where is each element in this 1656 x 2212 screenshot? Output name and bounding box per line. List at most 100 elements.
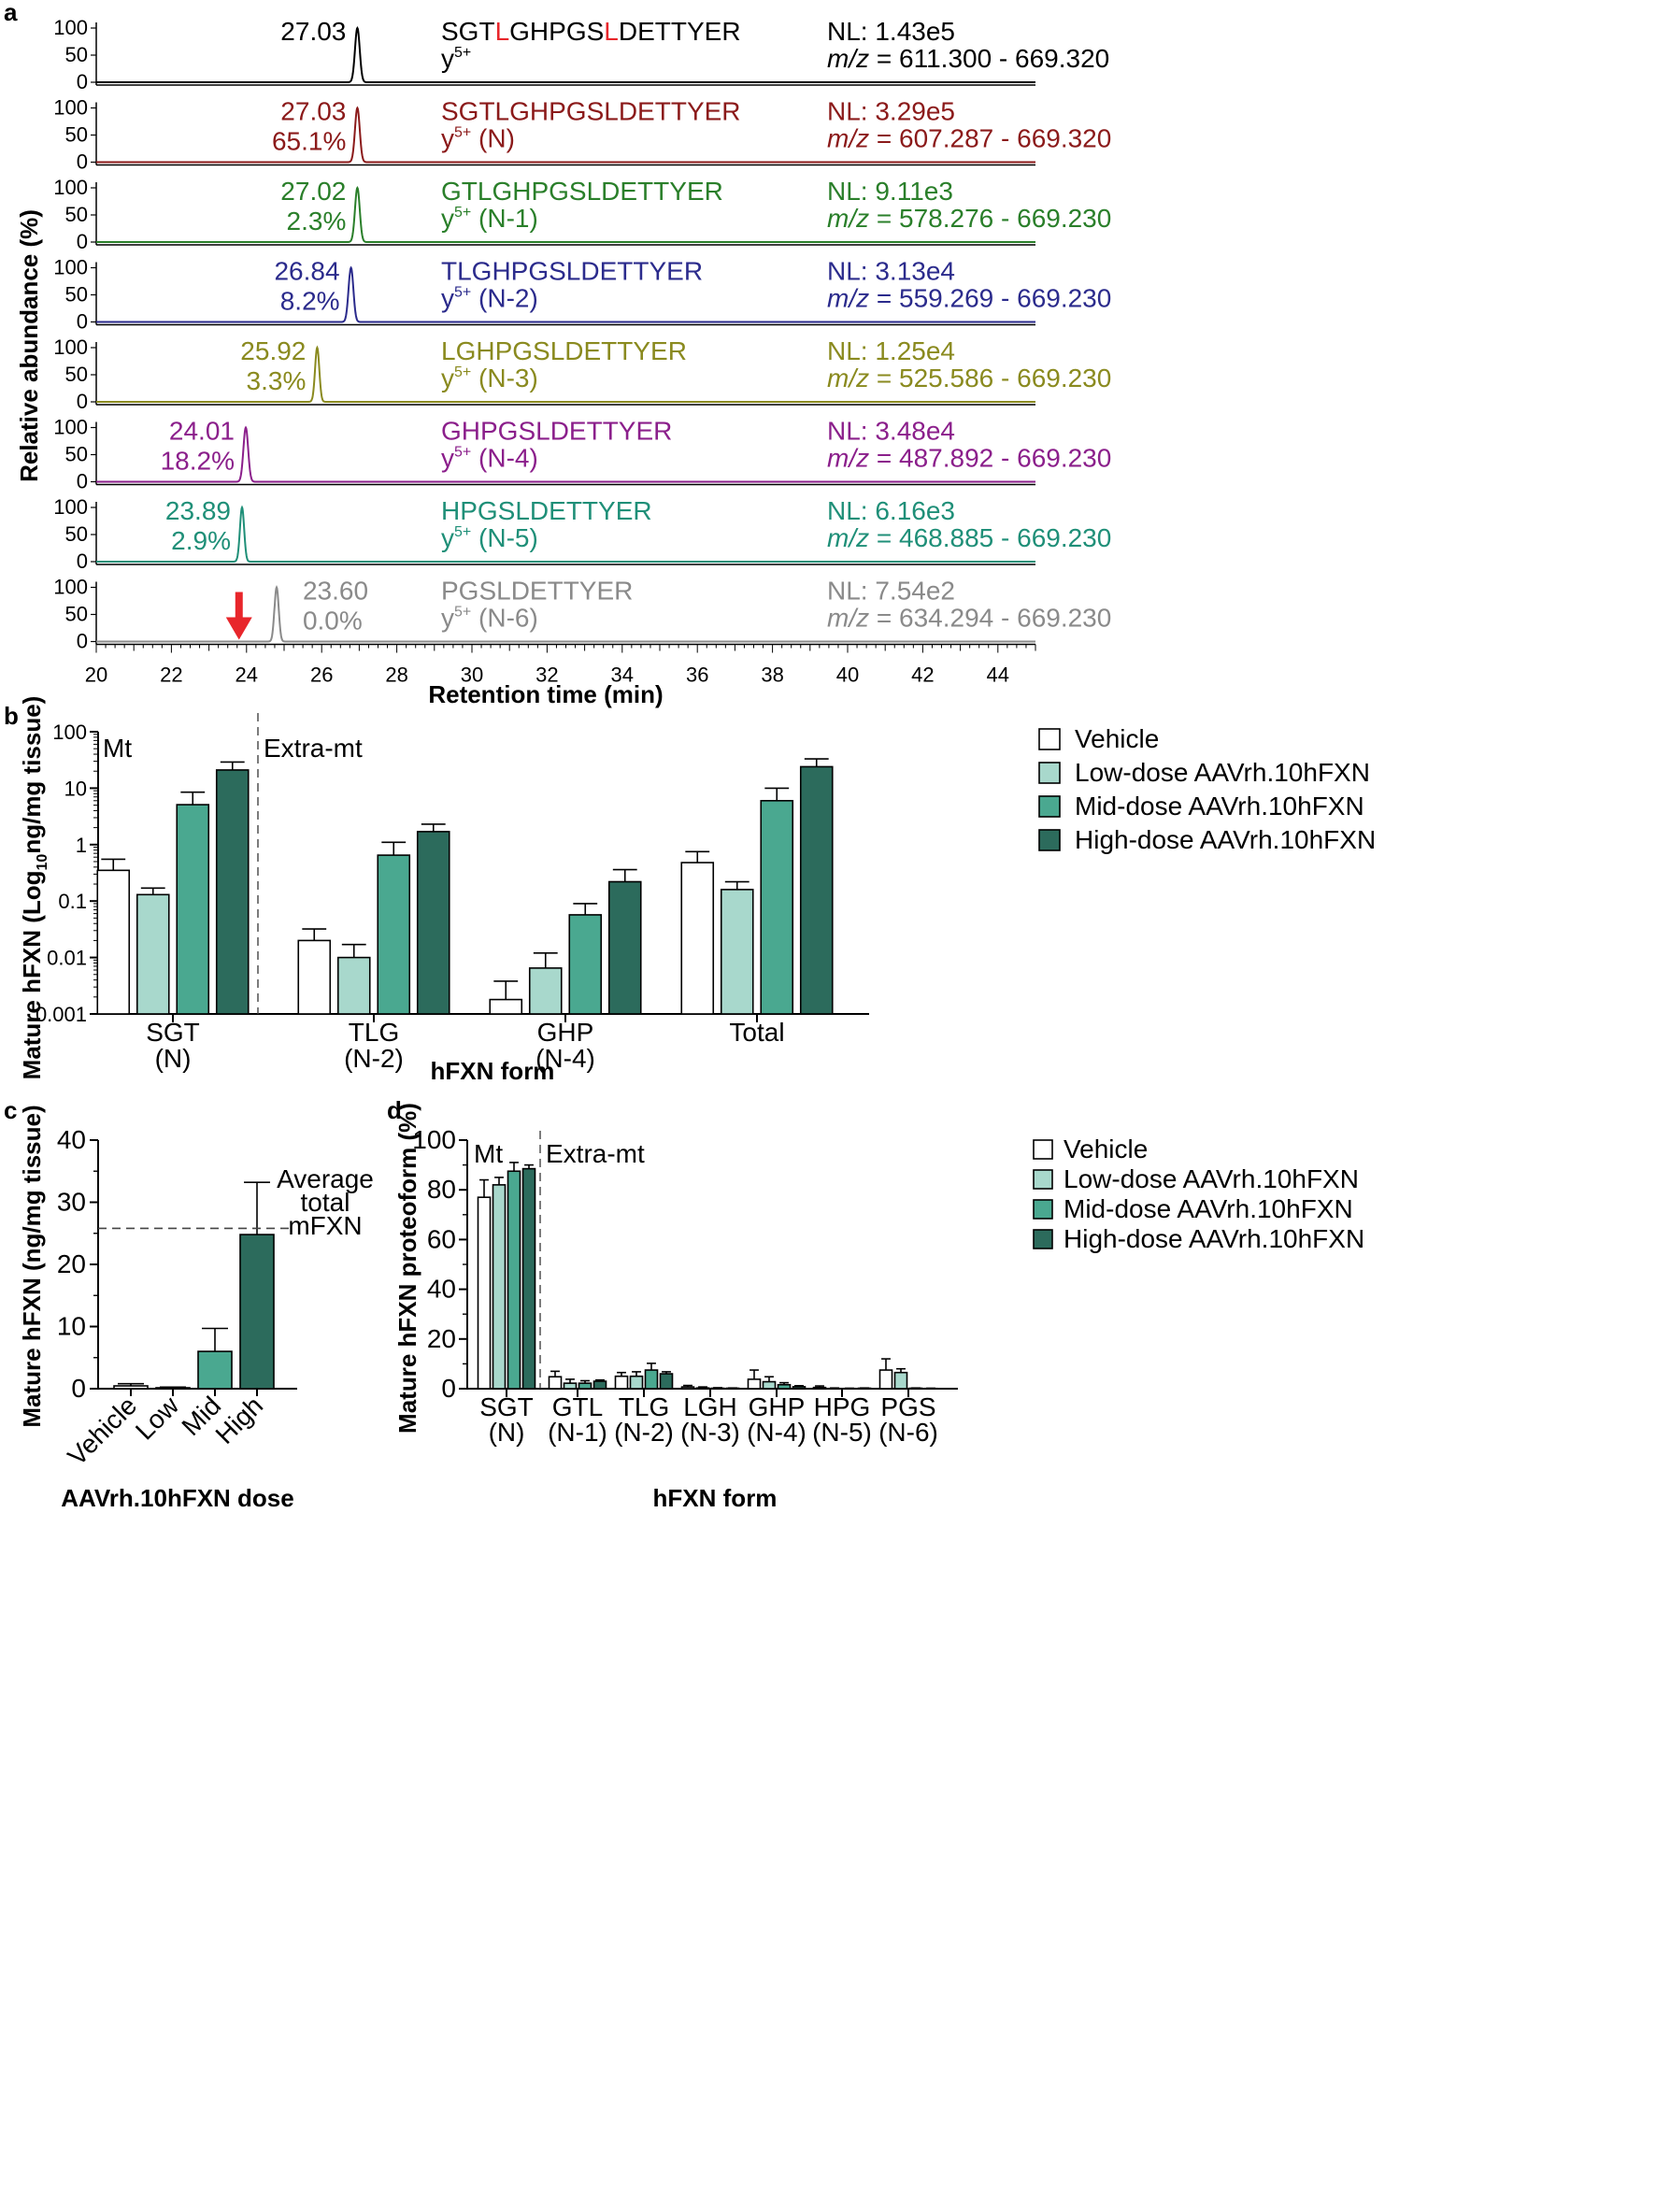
legend-label: Low-dose AAVrh.10hFXN	[1075, 758, 1370, 787]
legend-label: High-dose AAVrh.10hFXN	[1075, 825, 1376, 854]
y-tick-label: 0	[77, 310, 88, 334]
y-tick-label: 50	[65, 363, 88, 386]
bar-vehicle	[477, 1196, 492, 1390]
x-tick-label: 38	[761, 664, 783, 687]
bar-vehicle	[680, 1386, 695, 1390]
ion-charge: 5+	[454, 285, 471, 301]
normalization-level: NL: 3.13e4	[827, 257, 955, 286]
sequence-fragment: LGHPGSLDETTYER	[441, 336, 687, 365]
y-tick-label: 10	[64, 777, 87, 800]
bar-mid-dose	[377, 854, 411, 1015]
legend-swatch	[1033, 1229, 1053, 1249]
bar-vehicle	[614, 1375, 629, 1390]
x-category-sublabel: (N-4)	[535, 1044, 595, 1073]
ion-suffix: (N-4)	[471, 444, 538, 473]
ion-suffix: (N)	[471, 124, 515, 153]
y-tick-label: 0	[77, 470, 88, 493]
bar-mid-dose	[578, 1382, 592, 1390]
bar-mid	[197, 1350, 233, 1390]
normalization-level: NL: 1.43e5	[827, 17, 955, 46]
y-title-tail: ng/mg tissue)	[18, 696, 46, 854]
ion-letter: y	[441, 44, 454, 73]
reference-line-label: total	[301, 1188, 350, 1217]
percentage-label: 2.3%	[287, 207, 347, 235]
y-tick-label: 1	[76, 834, 87, 857]
percentage-label: 3.3%	[247, 366, 307, 395]
y-tick-label: 100	[53, 495, 88, 519]
chromatogram-trace	[96, 505, 1035, 563]
normalization-level: NL: 7.54e2	[827, 577, 955, 606]
retention-time-label: 27.03	[280, 17, 346, 46]
x-tick-label: 44	[987, 664, 1009, 687]
bar-high-dose	[215, 769, 250, 1015]
normalization-level: NL: 3.29e5	[827, 97, 955, 126]
bar-mid-dose	[568, 914, 603, 1015]
y-tick-label: 100	[53, 96, 88, 120]
y-tick-label: 100	[53, 335, 88, 359]
x-tick-label: 30	[461, 664, 483, 687]
sequence-fragment: SGT	[441, 17, 495, 46]
y-tick-label: 0	[71, 1374, 86, 1403]
mz-range-label: m/z = 578.276 - 669.230	[827, 204, 1111, 233]
percentage-label: 0.0%	[303, 607, 363, 635]
y-tick-label: 50	[65, 43, 88, 66]
x-category-sublabel: (N)	[489, 1418, 525, 1447]
normalization-level: NL: 3.48e4	[827, 417, 955, 446]
sequence-fragment: SGTLGHPGSLDETTYER	[441, 97, 741, 126]
y-tick-label: 0.01	[47, 947, 87, 970]
y-tick-label: 50	[65, 123, 88, 147]
ion-letter: y	[441, 204, 454, 233]
bar-vehicle	[489, 998, 523, 1015]
reference-line-label: Average	[277, 1164, 374, 1193]
ion-charge: 5+	[454, 364, 471, 380]
x-category-label: SGT	[479, 1392, 534, 1421]
x-category-sublabel: (N-5)	[812, 1418, 872, 1447]
ion-suffix: (N-6)	[471, 604, 538, 633]
peptide-sequence: GHPGSLDETTYER	[441, 417, 672, 446]
mz-prefix: m/z	[827, 364, 869, 392]
bar-high-dose	[592, 1380, 607, 1390]
x-tick-label: 40	[836, 664, 859, 687]
ion-label: y5+ (N-6)	[441, 604, 538, 633]
y-tick-label: 40	[427, 1275, 456, 1304]
bar-low-dose	[528, 967, 563, 1015]
chromatogram-trace	[96, 425, 1035, 483]
x-category-label: LGH	[683, 1392, 737, 1421]
legend-label: Low-dose AAVrh.10hFXN	[1064, 1164, 1359, 1193]
bar-low-dose	[563, 1382, 578, 1390]
mz-range: = 578.276 - 669.230	[869, 204, 1111, 233]
x-category-sublabel: (N-2)	[614, 1418, 674, 1447]
x-axis-title: AAVrh.10hFXN dose	[61, 1484, 293, 1512]
chromatogram-trace	[96, 106, 1035, 164]
x-tick-label: 28	[385, 664, 407, 687]
bar-low-dose	[893, 1371, 908, 1390]
bar-mid-dose	[760, 799, 794, 1015]
percentage-label: 8.2%	[280, 287, 340, 316]
bar-low-dose	[720, 889, 754, 1015]
ion-letter: y	[441, 444, 454, 473]
mz-prefix: m/z	[827, 44, 869, 73]
reference-line-label: mFXN	[288, 1211, 362, 1240]
peptide-sequence: SGTLGHPGSLDETTYER	[441, 97, 741, 126]
y-tick-label: 50	[65, 203, 88, 226]
peptide-sequence: HPGSLDETTYER	[441, 496, 652, 525]
mz-range: = 468.885 - 669.230	[869, 523, 1111, 552]
x-category-label: TLG	[349, 1018, 399, 1047]
sequence-fragment: PGSLDETTYER	[441, 577, 633, 606]
mz-range-label: m/z = 611.300 - 669.320	[827, 44, 1109, 73]
ion-letter: y	[441, 284, 454, 313]
ion-letter: y	[441, 124, 454, 153]
peptide-sequence: LGHPGSLDETTYER	[441, 336, 687, 365]
x-category-label: SGT	[146, 1018, 200, 1047]
y-axis-title: Mature hFXN proteoform (%)	[393, 1103, 421, 1434]
retention-time-label: 27.03	[280, 97, 346, 126]
x-tick-label: 22	[160, 664, 182, 687]
bar-high	[239, 1234, 275, 1390]
ion-charge: 5+	[454, 524, 471, 540]
chromatogram-trace	[96, 265, 1035, 323]
region-label-extra-mt: Extra-mt	[264, 734, 363, 763]
peptide-sequence: GTLGHPGSLDETTYER	[441, 177, 723, 206]
bar-high-dose	[607, 880, 642, 1015]
